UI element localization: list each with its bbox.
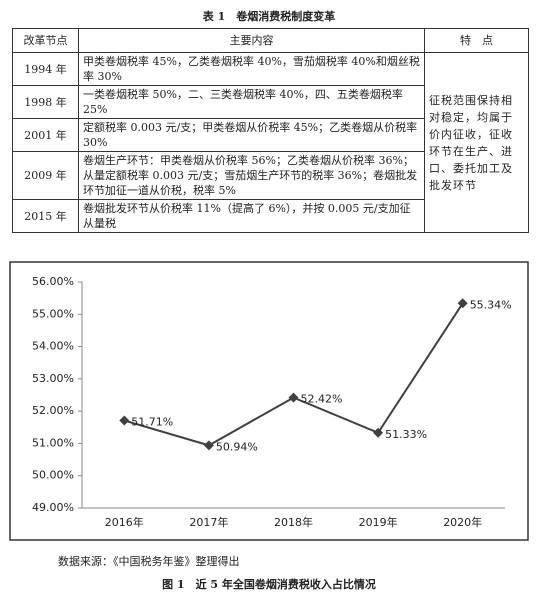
x-tick-label: 2020年	[443, 515, 482, 529]
data-point	[203, 440, 214, 451]
y-tick-label: 49.00%	[32, 501, 74, 514]
data-point	[457, 298, 468, 309]
header-cell: 改革节点	[12, 28, 79, 53]
data-label: 52.42%	[301, 393, 343, 406]
data-label: 51.33%	[385, 428, 427, 441]
data-label: 51.71%	[131, 416, 173, 429]
y-tick-label: 53.00%	[32, 372, 74, 385]
y-tick-label: 54.00%	[32, 340, 74, 353]
chart: 49.00% 50.00% 51.00% 52.00% 53.00% 54.00% 55.0…	[9, 261, 529, 541]
y-tick-label: 52.00%	[32, 404, 74, 417]
data-point	[288, 392, 299, 403]
y-tick-label: 55.00%	[32, 307, 74, 320]
header-cell: 特 点	[424, 28, 529, 53]
year-cell: 2009 年	[12, 151, 79, 200]
y-tick-label: 56.00%	[32, 275, 74, 288]
content-cell: 定额税率 0.003 元/支；甲类卷烟从价税率 45%；乙类卷烟从价税率 30%	[78, 118, 425, 152]
chart-frame	[9, 261, 529, 541]
data-label: 55.34%	[470, 298, 512, 311]
content-cell: 一类卷烟税率 50%，二、三类卷烟税率 40%，四、五类卷烟税率 25%	[78, 85, 425, 119]
data-point	[373, 427, 384, 438]
x-tick-label: 2017年	[189, 515, 228, 529]
year-cell: 1994 年	[12, 52, 79, 86]
data-point	[119, 415, 130, 426]
table: 改革节点 主要内容 特 点 1994 年 甲类卷烟税率 45%，乙类卷烟税率 4…	[12, 28, 529, 233]
header-cell: 主要内容	[78, 28, 425, 53]
content-cell: 甲类卷烟税率 45%，乙类卷烟税率 40%，雪茄烟税率 40%和烟丝税率 30%	[78, 52, 425, 86]
data-label: 50.94%	[216, 440, 258, 453]
year-cell: 2001 年	[12, 118, 79, 152]
year-cell: 1998 年	[12, 85, 79, 119]
x-tick-label: 2018年	[274, 515, 313, 529]
y-tick-label: 51.00%	[32, 436, 74, 449]
x-tick-label: 2016年	[105, 515, 144, 529]
table-caption: 表 1 卷烟消费税制度变革	[202, 10, 336, 23]
source-note: 数据来源：《中国税务年鉴》整理得出	[58, 555, 240, 568]
x-tick-label: 2019年	[359, 515, 398, 529]
content-cell: 卷烟批发环节从价税率 11%（提高了 6%），并按 0.005 元/支加征从量税	[78, 199, 425, 233]
content-cell: 卷烟生产环节：甲类卷烟从价税率 56%；乙类卷烟从价税率 36%；从量定额税率 …	[78, 151, 425, 200]
figure-caption: 图 1 近 5 年全国卷烟消费税收入占比情况	[162, 578, 376, 591]
year-cell: 2015 年	[12, 199, 79, 233]
feature-cell: 征税范围保持相对稳定，均属于价内征收，征收环节在生产、进口、委托加工及批发环节	[424, 52, 529, 233]
y-tick-label: 50.00%	[32, 469, 74, 482]
